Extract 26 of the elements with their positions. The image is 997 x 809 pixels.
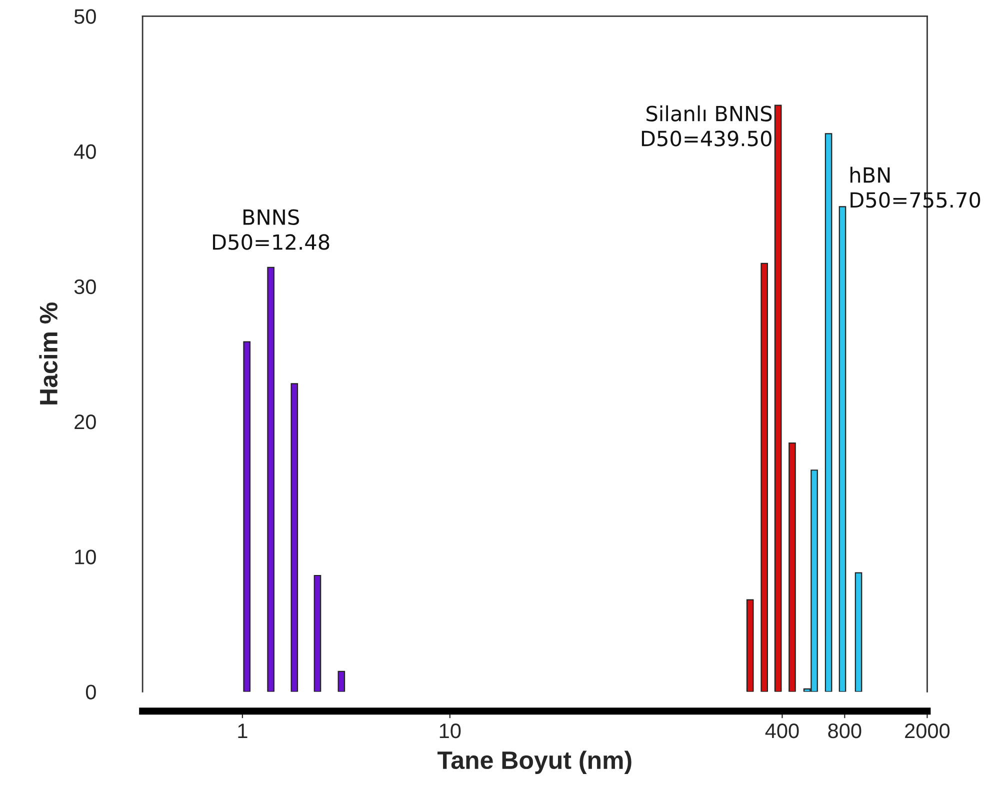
y-tick-label: 10 [75, 550, 96, 564]
bar [760, 262, 768, 692]
annotation: D50=439.50 [642, 130, 772, 146]
y-tick-label: 30 [74, 279, 96, 294]
series-label: Silanlı BNNS [646, 105, 772, 122]
y-axis-title: Hacim % [39, 302, 58, 404]
x-tick-label: 400 [765, 723, 799, 738]
series-label: hBN [850, 166, 890, 183]
bar [774, 104, 782, 692]
y-tick-label: 0 [86, 684, 96, 700]
bar [838, 206, 846, 692]
y-tick-label: 40 [74, 144, 96, 160]
bar [746, 599, 754, 692]
x-tick-label: 1 [238, 724, 248, 738]
y-tick-label: 50 [74, 9, 96, 24]
x-tick-label: 10 [440, 723, 461, 738]
bar [290, 383, 298, 692]
x-tick-label: 2000 [905, 723, 950, 738]
x-axis-title: Tane Boyut (nm) [437, 750, 632, 774]
x-tick-label: 800 [828, 723, 862, 738]
bar [788, 442, 796, 692]
y-tick-label: 20 [74, 414, 96, 430]
annotation: D50=12.48 [213, 234, 330, 250]
text: BNNS [244, 209, 299, 226]
bar [824, 133, 832, 692]
bar [854, 572, 862, 692]
